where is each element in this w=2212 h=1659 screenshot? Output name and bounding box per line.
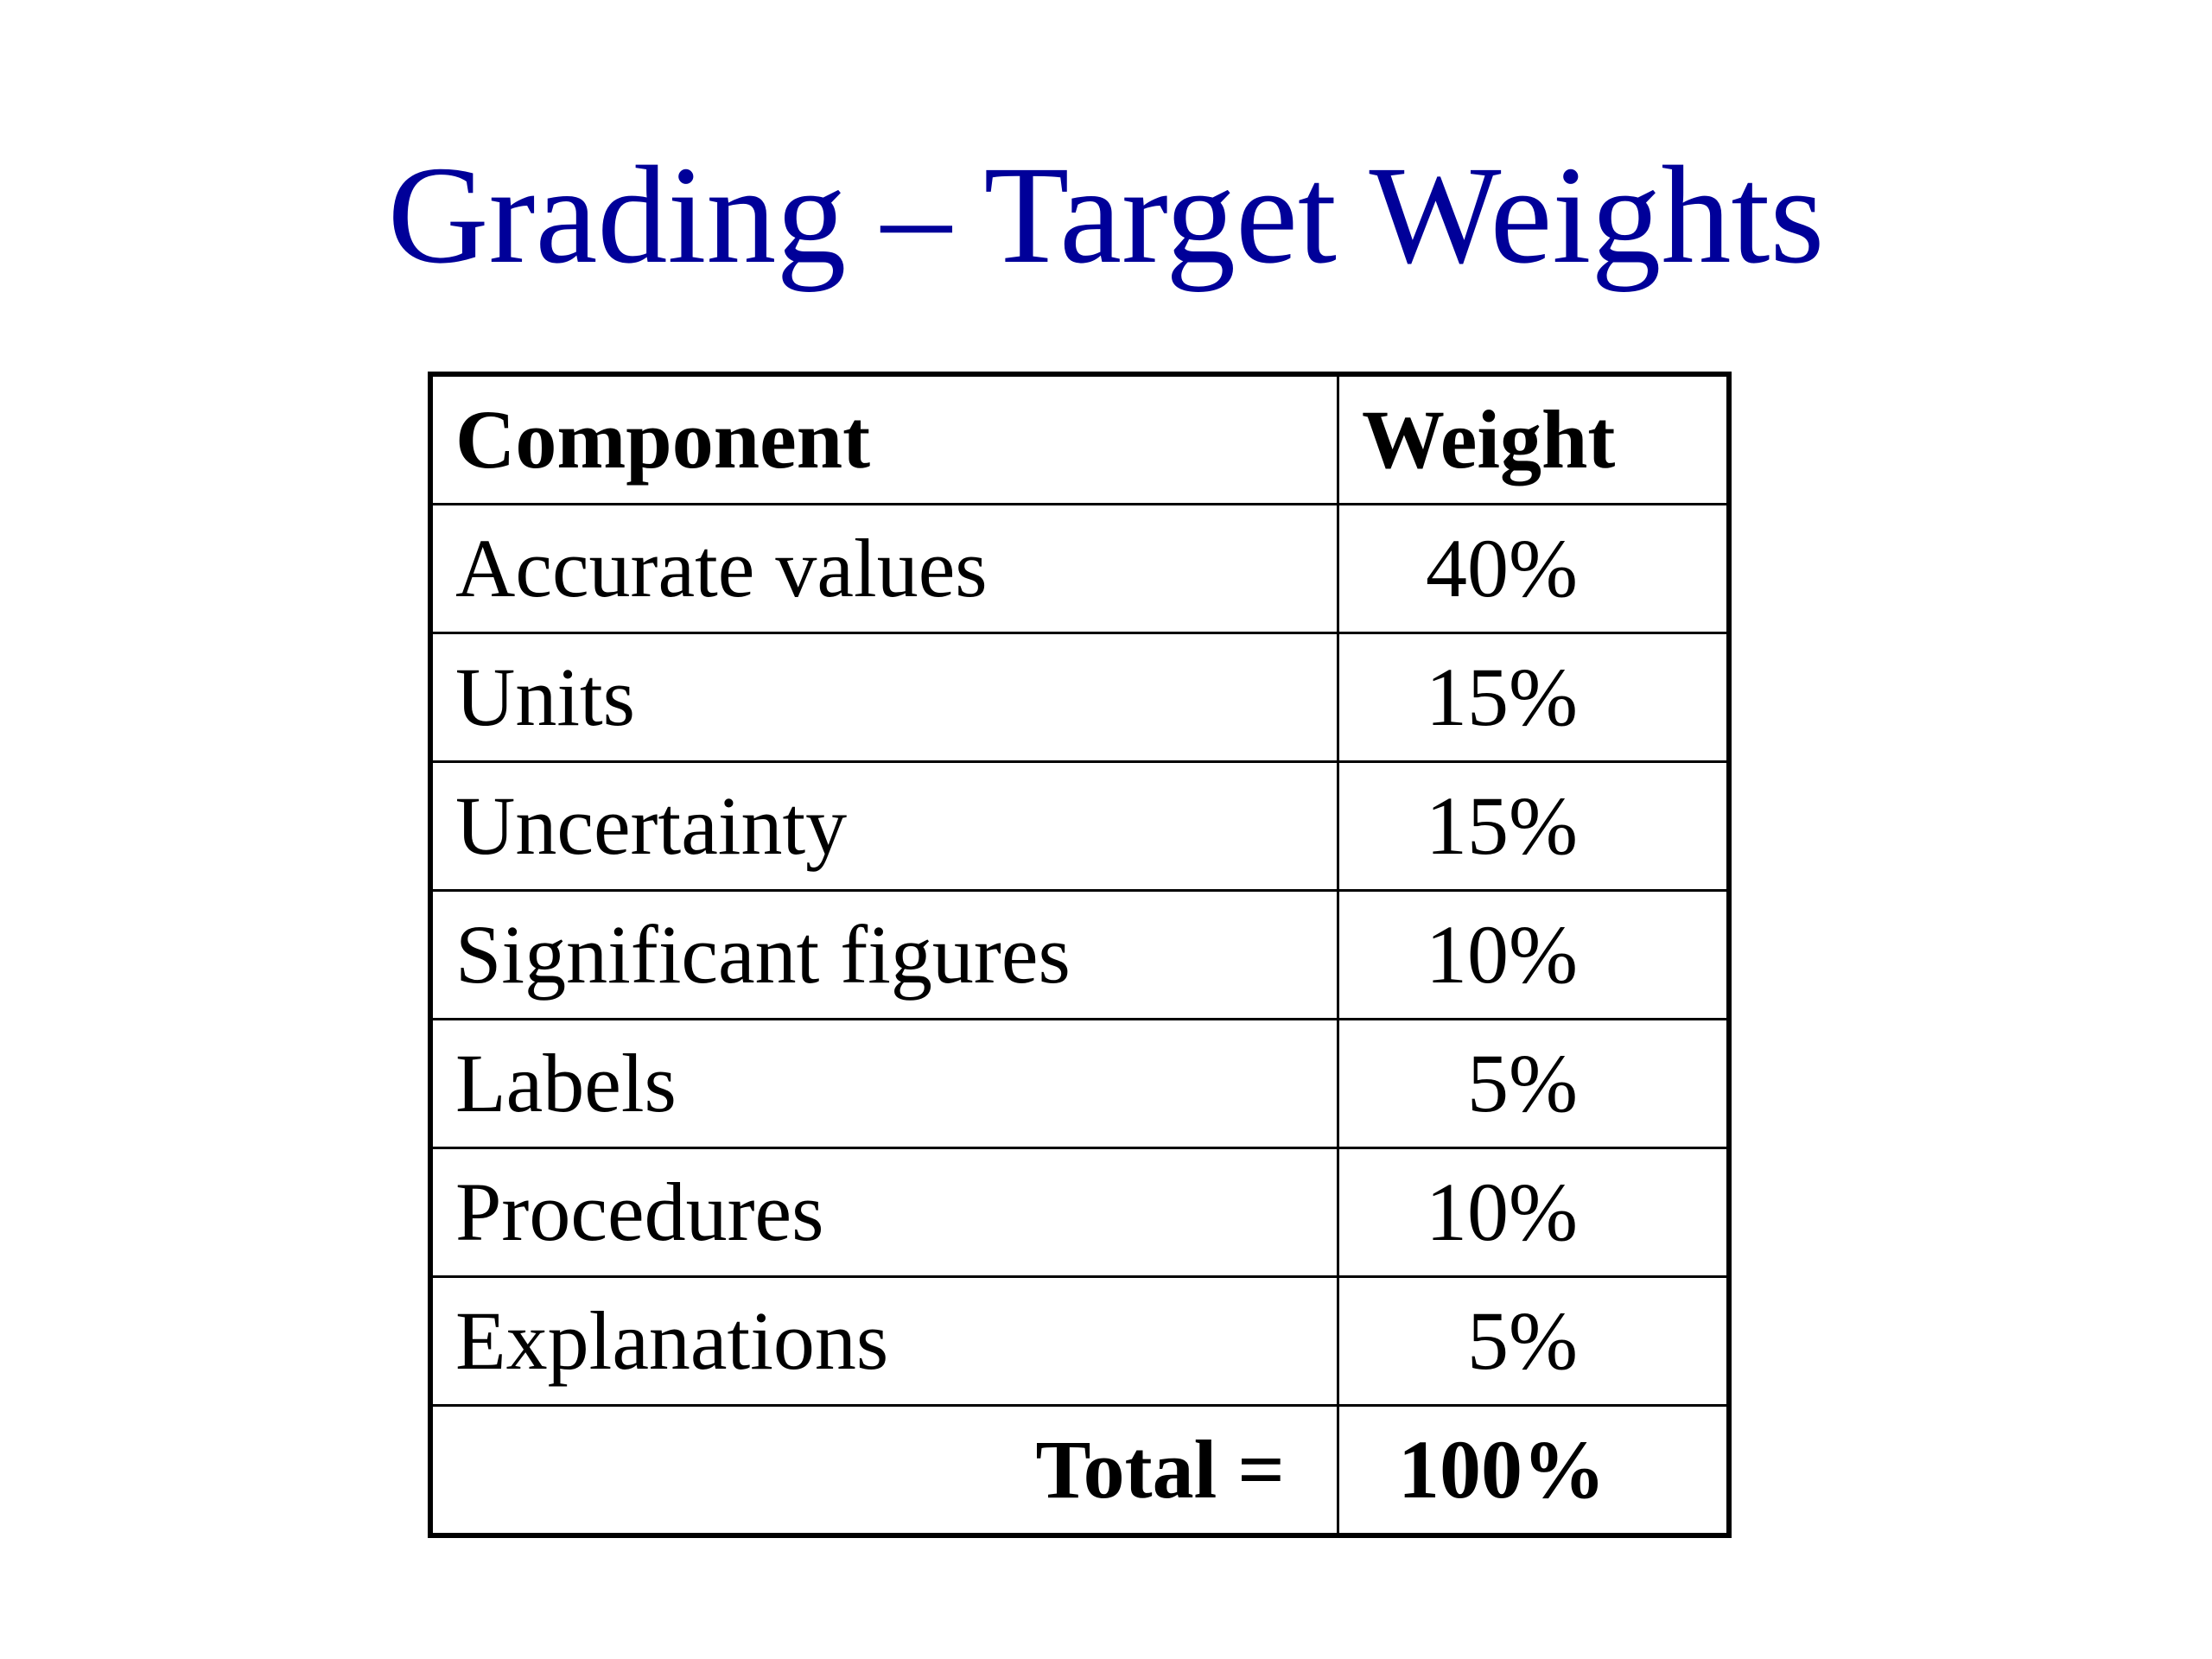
table-row: Explanations 5% [429, 1275, 1731, 1407]
weight-cell: 15% [1337, 760, 1731, 892]
total-label: Total = [429, 1404, 1339, 1537]
table-body: Component Weight Accurate values 40% Units… [429, 372, 1731, 1537]
component-cell: Significant figures [429, 889, 1339, 1020]
header-cell: Component [429, 372, 1339, 505]
weight-cell: 15% [1337, 632, 1731, 763]
table-row: Procedures 10% [429, 1147, 1731, 1278]
table-row: Labels 5% [429, 1018, 1731, 1149]
weights-table: Component Weight Accurate values 40% Units… [428, 372, 1732, 1538]
component-cell: Explanations [429, 1275, 1339, 1407]
weight-cell: 5% [1337, 1018, 1731, 1149]
header-row: Component Weight [429, 372, 1731, 505]
component-cell: Labels [429, 1018, 1339, 1149]
slide-title: Grading – Target Weights [387, 138, 1825, 293]
weight-cell: 40% [1337, 503, 1731, 634]
table-row: Uncertainty 15% [429, 760, 1731, 892]
total-row: Total = 100% [429, 1404, 1731, 1537]
component-cell: Uncertainty [429, 760, 1339, 892]
header-cell: Weight [1337, 372, 1731, 505]
weight-cell: 10% [1337, 1147, 1731, 1278]
table-row: Significant figures 10% [429, 889, 1731, 1020]
component-cell: Accurate values [429, 503, 1339, 634]
table-row: Accurate values 40% [429, 503, 1731, 634]
table-row: Units 15% [429, 632, 1731, 763]
weight-cell: 10% [1337, 889, 1731, 1020]
component-cell: Units [429, 632, 1339, 763]
component-cell: Procedures [429, 1147, 1339, 1278]
total-value: 100% [1337, 1404, 1731, 1537]
weight-cell: 5% [1337, 1275, 1731, 1407]
